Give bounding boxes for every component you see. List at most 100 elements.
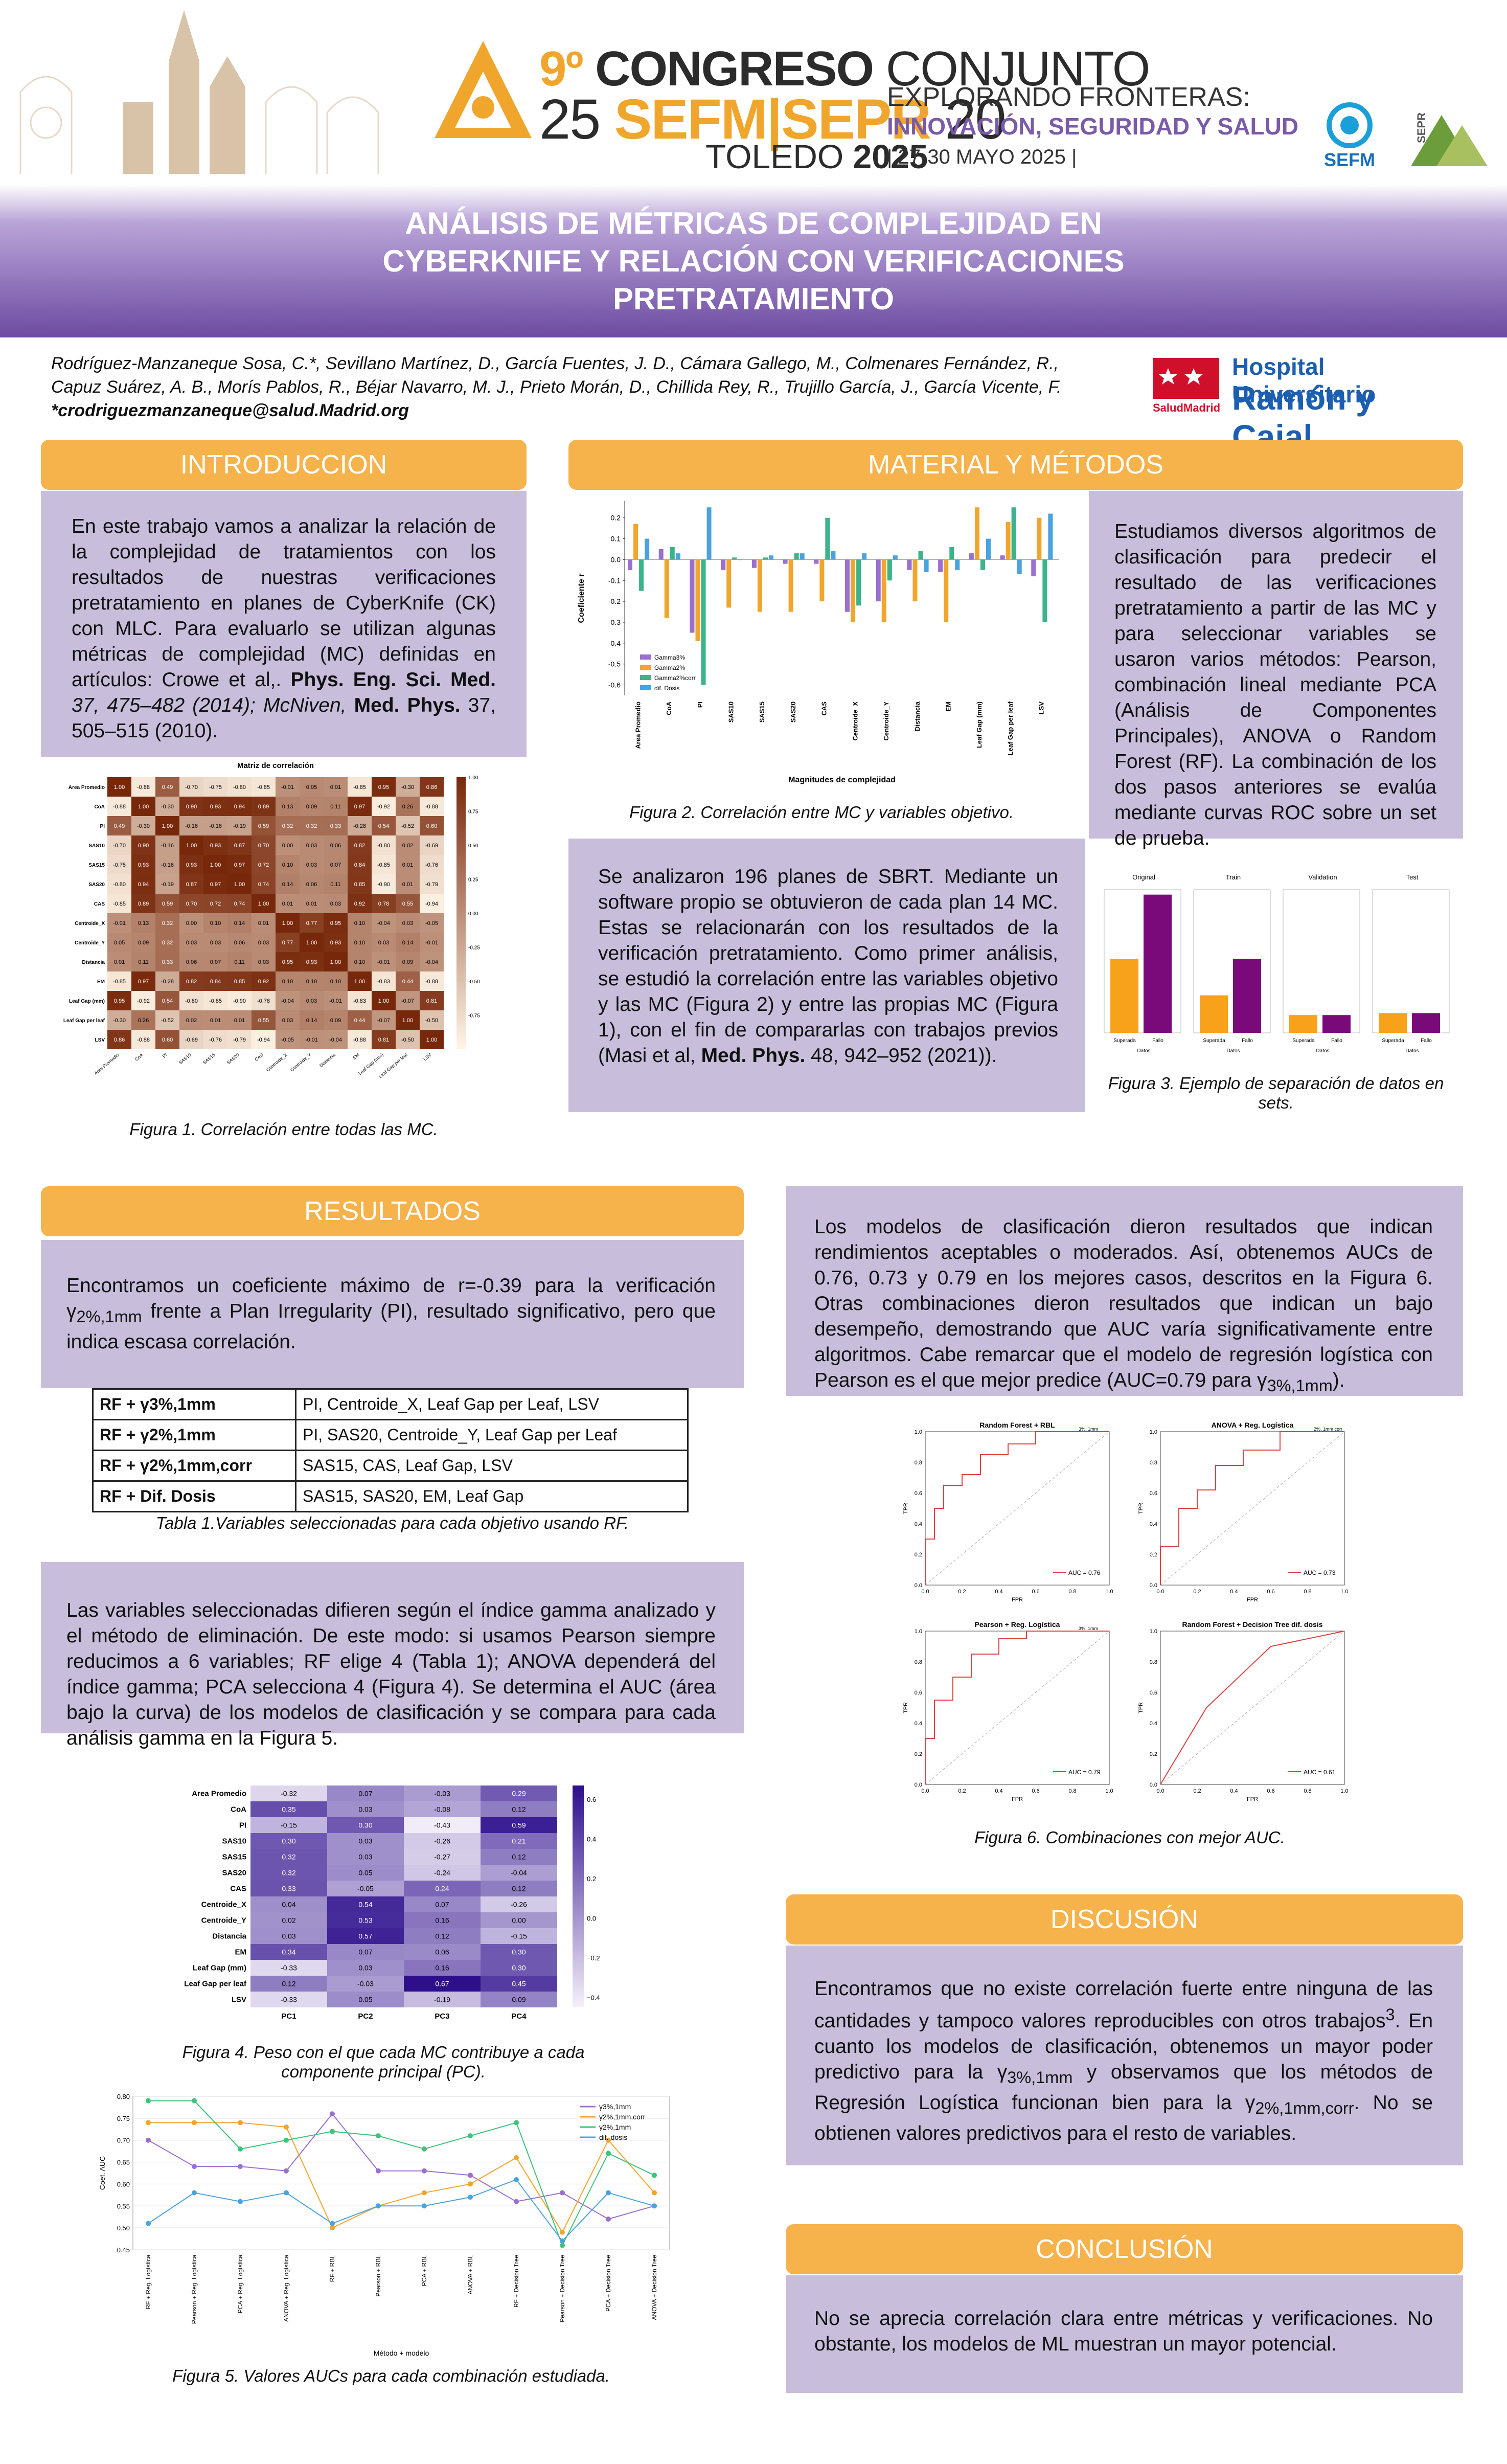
data-point [560, 2229, 565, 2235]
heatmap-cell [324, 816, 348, 835]
figure-2-caption: Figura 2. Correlación entre MC y variabl… [629, 803, 1014, 822]
heatmap-cell-value: -0.04 [329, 1037, 342, 1043]
heatmap-cell-value: -0.69 [425, 843, 438, 849]
heatmap-cell-value: 0.90 [138, 843, 149, 849]
results-panel-1 [41, 1240, 744, 1388]
bar [924, 559, 929, 572]
heatmap-cell-value: 0.06 [306, 881, 317, 888]
heatmap-cell-value: 0.93 [210, 843, 221, 849]
heatmap-cell [324, 1030, 348, 1049]
discussion-mid: . En cuanto los modelos de clasificación… [814, 2010, 1433, 2083]
heatmap-cell-value: 0.95 [282, 959, 293, 965]
bar [814, 559, 819, 564]
x-tick-label: CAS [820, 702, 828, 716]
heatmap-cell-value: 0.70 [186, 901, 197, 907]
data-point [238, 2164, 243, 2169]
heatmap-cell-value: 0.53 [358, 1916, 372, 1925]
x-tick-label: 0.4 [1230, 1788, 1238, 1794]
heatmap-cell-value: -0.01 [329, 998, 342, 1004]
heatmap-cell-value: 0.03 [358, 1805, 372, 1814]
bar [1017, 559, 1022, 575]
sefm-logo-label: SEFM [1323, 149, 1375, 170]
heatmap-cell [203, 777, 227, 797]
heatmap-cell [276, 971, 300, 991]
heatmap-cell-value: 0.94 [138, 881, 149, 888]
colorbar-tick: 0.50 [468, 843, 478, 849]
bar [893, 555, 898, 560]
heatmap-cell-value: 0.01 [282, 901, 293, 907]
table-row: RF + γ3%,1mm PI, Centroide_X, Leaf Gap pe… [92, 1388, 689, 1420]
bar [862, 553, 867, 560]
heatmap-cell-value: -0.28 [353, 823, 366, 829]
figure-6-caption: Figura 6. Combinaciones con mejor AUC. [974, 1828, 1285, 1847]
hospital-name-1: Hospital Universitario [1232, 353, 1376, 408]
heatmap-cell-value: 0.24 [435, 1885, 449, 1893]
heatmap-cell [276, 913, 300, 933]
heatmap-col-label: LSV [422, 1052, 432, 1062]
heatmap-cell-value: 0.07 [358, 1790, 372, 1798]
heatmap-cell [203, 797, 227, 816]
results-p1-sub: 2%,1mm [76, 1307, 142, 1326]
figure-3-container: Original Superada Fallo Datos Train Superada F… [1089, 869, 1463, 1069]
colorbar-tick: 0.4 [587, 1836, 596, 1843]
heatmap-cell [131, 1010, 155, 1030]
heatmap-cell [276, 1030, 300, 1049]
heatmap-cell-value: -0.28 [161, 979, 174, 985]
bar [639, 559, 644, 591]
roc-auc-label: AUC = 0.79 [1068, 1769, 1101, 1776]
heatmap-cell-value: 0.32 [162, 920, 173, 926]
congress-title: 9º CONGRESO CONJUNTO [539, 41, 1150, 97]
x-axis-label: Datos [1405, 1048, 1419, 1054]
intro-text: En este trabajo vamos a analizar la rela… [72, 515, 496, 691]
heatmap-cell [404, 1976, 481, 1992]
heatmap-cell [396, 797, 420, 816]
y-tick-label: 0.4 [915, 1721, 922, 1727]
y-tick-label: 0.8 [915, 1460, 922, 1466]
figure-2-container: 0.2 0.1 0.0 -0.1 -0.2 -0.3 -0.4 -0.5 -0.6 Coefici… [568, 491, 1075, 787]
results-panel-3 [786, 1186, 1463, 1396]
roc-title: Random Forest + RBL [979, 1421, 1055, 1429]
discussion-sup: 3 [1385, 2005, 1395, 2024]
legend-label: γ2%,1mm,corr [599, 2113, 646, 2121]
heatmap-cell [250, 1817, 327, 1833]
bar [1042, 559, 1047, 622]
heatmap-cell [372, 894, 396, 913]
heatmap-cell-value: 0.00 [186, 920, 197, 926]
heatmap-cell [131, 971, 155, 991]
data-point [560, 2190, 565, 2196]
heatmap-cell [107, 855, 131, 874]
y-tick-label: -0.4 [608, 639, 621, 647]
heatmap-cell-value: 0.67 [435, 1980, 449, 1988]
heatmap-cell [276, 894, 300, 913]
heatmap-cell [404, 1896, 481, 1912]
data-point [422, 2190, 427, 2196]
figure-1-container: Matriz de correlación Area Promedio 1.00 -0… [41, 757, 527, 1110]
roc-title: ANOVA + Reg. Logística [1212, 1421, 1294, 1429]
heatmap-cell [179, 933, 203, 952]
heatmap-cell [481, 1817, 557, 1833]
bar [800, 553, 805, 560]
heatmap-cell-value: 0.84 [354, 862, 365, 868]
data-point [376, 2203, 381, 2209]
heatmap-cell-value: 0.87 [234, 843, 245, 849]
roc-frame [925, 1631, 1110, 1785]
roc-frame [1160, 1631, 1345, 1785]
heatmap-cell [252, 777, 276, 797]
heatmap-cell [420, 874, 444, 894]
heatmap-cell-value: 0.49 [162, 784, 173, 790]
heatmap-cell-value: -0.33 [281, 1964, 297, 1972]
heatmap-cell-value: 0.92 [258, 979, 269, 985]
heatmap-cell-value: 0.78 [378, 901, 389, 907]
heatmap-cell [276, 816, 300, 835]
heatmap-col-label: CAS [254, 1052, 264, 1063]
heatmap-cell [420, 835, 444, 855]
bar [658, 549, 664, 560]
heatmap-cell-value: -0.05 [357, 1885, 374, 1893]
heatmap-cell [155, 894, 179, 913]
heatmap-cell-value: 0.10 [210, 920, 221, 926]
data-point [606, 2137, 611, 2143]
bar [794, 553, 799, 560]
table-cell-key: RF + Dif. Dosis [92, 1480, 296, 1512]
heatmap-cell-value: 0.03 [358, 1964, 372, 1972]
